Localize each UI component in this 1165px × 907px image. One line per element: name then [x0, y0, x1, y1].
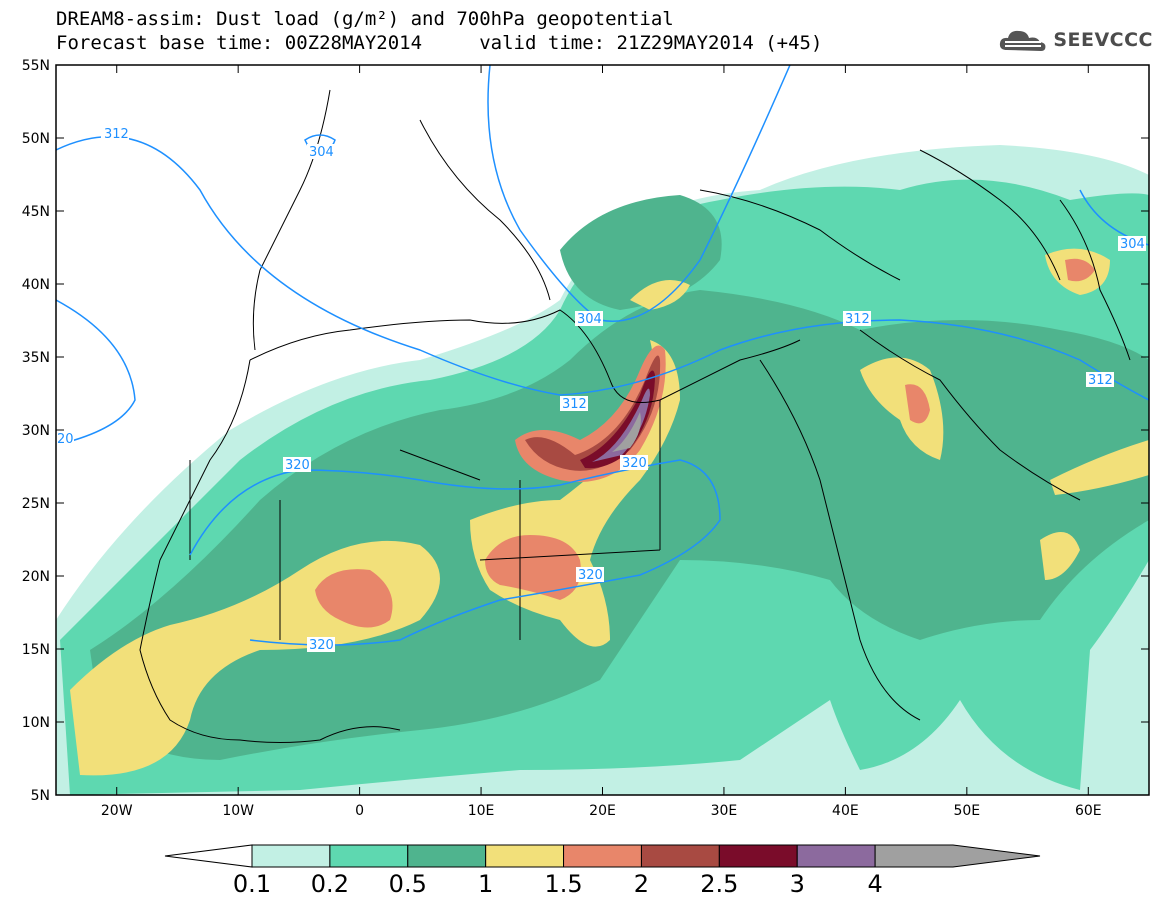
lat-tick-label: 50N [22, 131, 50, 147]
dust-field-4.0 [612, 412, 641, 452]
lat-tick-label: 35N [22, 350, 50, 366]
dust-field-1.0-iran [1050, 440, 1149, 495]
contour-label: 20 [57, 432, 74, 447]
contour-label: 312 [1088, 373, 1113, 388]
lon-tick-label: 20W [101, 803, 133, 819]
lat-tick-label: 30N [22, 423, 50, 439]
contour-label: 312 [104, 127, 129, 142]
contour-label: 312 [845, 312, 870, 327]
lon-tick-label: 10E [468, 803, 495, 819]
contour-label: 304 [1120, 237, 1145, 252]
colorbar-label: 4 [867, 870, 883, 898]
lat-tick-label: 55N [22, 58, 50, 74]
contour-label: 320 [309, 638, 334, 653]
contour-labels: 312 312 312 312 304 304 304 320 320 320 … [56, 126, 1146, 653]
lon-tick-label: 40E [832, 803, 859, 819]
dust-field-0.5-balkans [560, 195, 722, 310]
colorbar-label: 0.5 [388, 870, 427, 898]
contour-320 [189, 459, 721, 646]
title-line-2: Forecast base time: 00Z28MAY2014 valid t… [56, 32, 823, 54]
contour-label: 320 [285, 458, 310, 473]
map-area: 312 312 312 312 304 304 304 320 320 320 … [56, 65, 1149, 795]
lon-tick-label: 50E [953, 803, 980, 819]
longitude-axis: 20W 10W 0 10E 20E 30E 40E 50E 60E [101, 65, 1102, 819]
contour-label: 304 [577, 312, 602, 327]
contour-20 [56, 299, 136, 446]
dust-field-1.0-iraq [860, 357, 944, 460]
lat-tick-label: 15N [22, 642, 50, 658]
seevccc-logo: SEEVCCC [997, 26, 1153, 54]
lon-tick-label: 20E [589, 803, 616, 819]
cloud-icon [1000, 30, 1046, 51]
dust-field-1.5-iraq [905, 384, 930, 424]
colorbar-label: 2 [633, 870, 650, 898]
colorbar-label: 1.5 [544, 870, 583, 898]
dust-field-1.5-caspian [1065, 258, 1095, 282]
latitude-axis: 55N 50N 45N 40N 35N 30N 25N 20N 15N 10N 5N [22, 58, 1149, 804]
dust-field-1.0-greece [630, 280, 690, 310]
colorbar-label: 0.2 [310, 870, 349, 898]
lon-tick-label: 10W [222, 803, 254, 819]
title-line-1: DREAM8-assim: Dust load (g/m²) and 700hP… [56, 8, 674, 30]
dust-field-1.5-chad [485, 535, 581, 600]
lat-tick-label: 25N [22, 496, 50, 512]
contour-312 [56, 135, 1149, 401]
lat-tick-label: 20N [22, 569, 50, 585]
logo-text: SEEVCCC [1053, 29, 1153, 51]
colorbar-label: 3 [789, 870, 805, 898]
colorbar-label: 2.5 [700, 870, 739, 898]
contour-label: 320 [622, 456, 647, 471]
dust-field-1.5-mali [315, 569, 393, 628]
contour-label: 320 [578, 568, 603, 583]
colorbar-label: 0.1 [232, 870, 272, 898]
dust-field-1.0-oman [1040, 532, 1080, 580]
colorbar-label: 1 [478, 870, 494, 898]
lat-tick-label: 10N [22, 715, 50, 731]
lat-tick-label: 40N [22, 277, 50, 293]
contour-label: 312 [562, 397, 587, 412]
lon-tick-label: 0 [355, 803, 364, 819]
coastlines [139, 89, 1131, 743]
contour-label: 304 [309, 145, 334, 160]
lat-tick-label: 45N [22, 204, 50, 220]
lat-tick-label: 5N [31, 788, 50, 804]
lon-tick-label: 30E [711, 803, 738, 819]
lon-tick-label: 60E [1075, 803, 1102, 819]
